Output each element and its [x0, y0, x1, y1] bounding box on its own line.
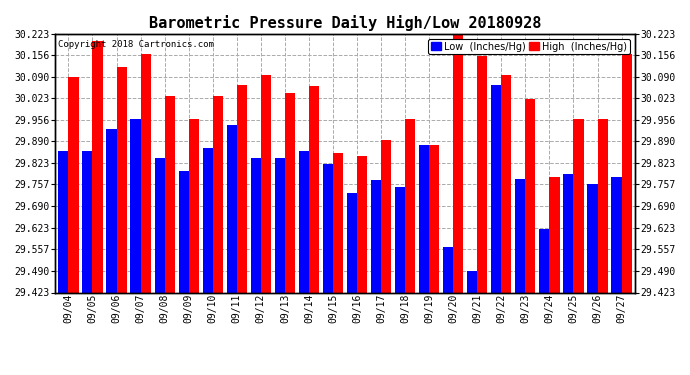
Bar: [622, 54, 631, 292]
Bar: [405, 119, 415, 292]
Bar: [130, 119, 141, 292]
Bar: [285, 93, 295, 292]
Bar: [477, 56, 487, 292]
Bar: [106, 129, 117, 292]
Bar: [92, 41, 103, 292]
Bar: [563, 174, 573, 292]
Bar: [250, 158, 261, 292]
Bar: [275, 158, 285, 292]
Legend: Low  (Inches/Hg), High  (Inches/Hg): Low (Inches/Hg), High (Inches/Hg): [428, 39, 630, 54]
Bar: [491, 85, 502, 292]
Bar: [443, 247, 453, 292]
Bar: [141, 54, 150, 292]
Bar: [68, 77, 79, 292]
Bar: [59, 151, 68, 292]
Bar: [357, 156, 367, 292]
Bar: [261, 75, 271, 292]
Title: Barometric Pressure Daily High/Low 20180928: Barometric Pressure Daily High/Low 20180…: [149, 15, 541, 31]
Bar: [525, 99, 535, 292]
Bar: [237, 85, 247, 292]
Bar: [213, 96, 223, 292]
Bar: [347, 193, 357, 292]
Bar: [549, 177, 560, 292]
Bar: [540, 229, 549, 292]
Bar: [323, 164, 333, 292]
Bar: [502, 75, 511, 292]
Bar: [598, 119, 608, 292]
Bar: [573, 119, 584, 292]
Bar: [395, 187, 405, 292]
Bar: [515, 178, 525, 292]
Bar: [188, 119, 199, 292]
Bar: [419, 145, 429, 292]
Bar: [117, 67, 127, 292]
Bar: [429, 145, 440, 292]
Bar: [227, 125, 237, 292]
Bar: [587, 183, 598, 292]
Bar: [165, 96, 175, 292]
Bar: [611, 177, 622, 292]
Bar: [381, 140, 391, 292]
Bar: [453, 32, 463, 292]
Bar: [82, 150, 92, 292]
Bar: [371, 180, 381, 292]
Bar: [309, 87, 319, 292]
Bar: [333, 153, 343, 292]
Bar: [155, 158, 165, 292]
Bar: [179, 171, 188, 292]
Bar: [299, 151, 309, 292]
Bar: [203, 148, 213, 292]
Text: Copyright 2018 Cartronics.com: Copyright 2018 Cartronics.com: [58, 40, 214, 49]
Bar: [467, 271, 477, 292]
